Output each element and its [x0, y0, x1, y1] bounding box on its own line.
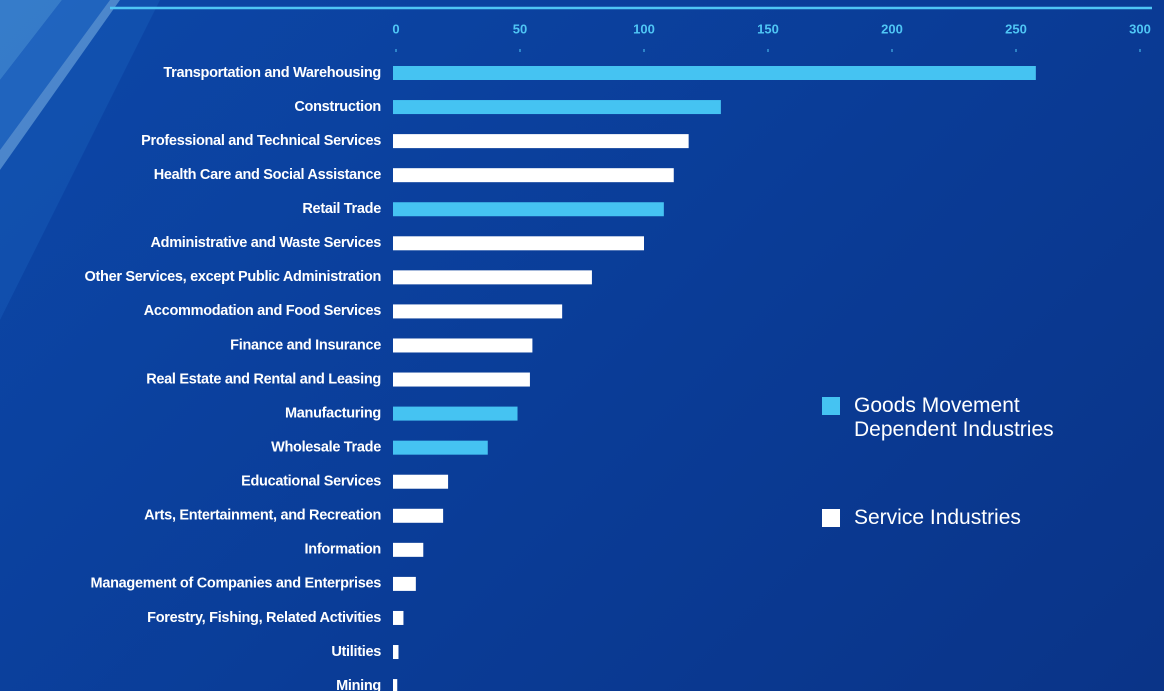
decor-stripe	[0, 0, 120, 170]
category-label: Finance and Insurance	[230, 337, 381, 353]
bar	[393, 304, 563, 319]
x-tick-label: 150	[757, 21, 779, 36]
legend-label: Goods Movement Dependent Industries	[854, 394, 1054, 441]
category-label: Transportation and Warehousing	[163, 65, 381, 81]
bar	[393, 474, 449, 489]
x-tick-label: 200	[881, 21, 903, 36]
bar	[393, 100, 721, 115]
category-label: Utilities	[331, 644, 381, 660]
category-label: Information	[305, 542, 381, 558]
category-label: Forestry, Fishing, Related Activities	[147, 610, 381, 626]
bar	[393, 576, 416, 591]
x-tick-label: 0	[392, 21, 399, 36]
category-label: Retail Trade	[302, 201, 381, 217]
bar	[393, 679, 398, 691]
bar	[393, 202, 664, 217]
decor-stripe	[0, 0, 160, 320]
bar	[393, 338, 533, 353]
category-label: Health Care and Social Assistance	[154, 167, 382, 183]
legend-swatch	[822, 509, 840, 527]
category-label: Professional and Technical Services	[141, 133, 381, 149]
bar	[393, 134, 689, 149]
category-label: Management of Companies and Enterprises	[91, 576, 382, 592]
bar	[393, 406, 518, 421]
bar	[393, 508, 444, 523]
category-label: Manufacturing	[285, 405, 381, 421]
category-label: Real Estate and Rental and Leasing	[146, 371, 381, 387]
category-label: Other Services, except Public Administra…	[85, 269, 382, 285]
category-label: Educational Services	[241, 474, 381, 490]
legend-swatch	[822, 397, 840, 415]
x-tick-label: 100	[633, 21, 655, 36]
bar	[393, 168, 674, 183]
bar	[393, 542, 424, 557]
category-label: Wholesale Trade	[271, 439, 381, 455]
legend-item: Service Industries	[822, 506, 1074, 530]
legend-item: Goods Movement Dependent Industries	[822, 394, 1074, 442]
category-label: Construction	[294, 99, 381, 115]
category-label: Mining	[336, 678, 381, 691]
x-tick-label: 300	[1129, 21, 1151, 36]
bar	[393, 270, 592, 285]
bar	[393, 372, 530, 387]
x-tick-label: 250	[1005, 21, 1027, 36]
legend-label: Service Industries	[854, 506, 1021, 529]
bar	[393, 440, 488, 455]
category-label: Administrative and Waste Services	[150, 235, 381, 251]
category-label: Arts, Entertainment, and Recreation	[144, 508, 381, 524]
bar	[393, 66, 1036, 80]
bar	[393, 236, 644, 251]
x-tick-label: 50	[513, 21, 527, 36]
category-label: Accommodation and Food Services	[144, 303, 381, 319]
bar	[393, 610, 404, 625]
bar	[393, 645, 399, 660]
